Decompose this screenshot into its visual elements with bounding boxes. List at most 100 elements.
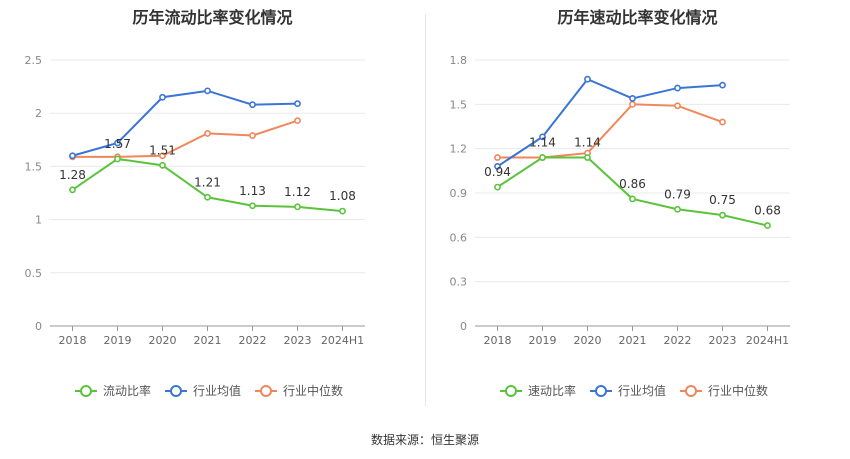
x-tick-label: 2018 bbox=[484, 334, 512, 347]
legend-marker bbox=[80, 385, 92, 397]
y-tick-label: 1.8 bbox=[450, 54, 468, 67]
legend-marker bbox=[595, 385, 607, 397]
data-point bbox=[674, 84, 681, 92]
data-point bbox=[249, 202, 256, 210]
y-tick-label: 1.5 bbox=[450, 98, 468, 111]
data-point bbox=[584, 154, 591, 161]
data-point bbox=[494, 162, 501, 170]
data-point bbox=[114, 155, 121, 163]
legend-marker bbox=[170, 385, 182, 397]
y-tick-label: 2.5 bbox=[25, 54, 43, 67]
legend-label: 流动比率 bbox=[103, 383, 151, 398]
data-point bbox=[674, 102, 681, 110]
data-point bbox=[629, 100, 636, 108]
data-label: 1.08 bbox=[329, 189, 356, 203]
data-source-note: 数据来源：恒生聚源 bbox=[370, 433, 479, 447]
data-label: 0.86 bbox=[619, 177, 646, 191]
data-point bbox=[539, 154, 546, 161]
data-point bbox=[69, 186, 76, 194]
data-point bbox=[69, 152, 76, 160]
data-point bbox=[159, 93, 166, 101]
data-label: 1.12 bbox=[284, 185, 311, 199]
data-label: 1.51 bbox=[149, 143, 176, 157]
x-tick-label: 2018 bbox=[59, 334, 87, 347]
data-point bbox=[249, 101, 256, 109]
data-point bbox=[294, 100, 301, 108]
x-tick-label: 2023 bbox=[284, 334, 312, 347]
legend-item: 行业均值 bbox=[165, 383, 241, 398]
data-label: 1.14 bbox=[529, 136, 556, 150]
data-label: 1.14 bbox=[574, 136, 601, 150]
chart-title: 历年流动比率变化情况 bbox=[132, 8, 293, 27]
y-tick-label: 2 bbox=[35, 107, 42, 120]
data-point bbox=[204, 193, 211, 201]
y-tick-label: 0.9 bbox=[450, 187, 468, 200]
data-point bbox=[204, 87, 211, 95]
legend-label: 行业均值 bbox=[193, 383, 241, 398]
series-line bbox=[72, 119, 298, 158]
x-tick-label: 2020 bbox=[149, 334, 177, 347]
data-point bbox=[159, 161, 166, 169]
x-tick-label: 2021 bbox=[194, 334, 222, 347]
data-point bbox=[339, 207, 346, 215]
legend-marker bbox=[260, 385, 272, 397]
data-point bbox=[719, 118, 726, 126]
legend-item: 流动比率 bbox=[75, 383, 151, 398]
data-point bbox=[294, 203, 301, 211]
y-tick-label: 0.6 bbox=[450, 231, 468, 244]
data-point bbox=[719, 211, 726, 219]
x-tick-label: 2019 bbox=[104, 334, 132, 347]
legend-item: 行业中位数 bbox=[255, 383, 343, 398]
data-label: 1.57 bbox=[104, 137, 131, 151]
legend-label: 行业均值 bbox=[618, 383, 666, 398]
data-point bbox=[764, 222, 771, 229]
data-point bbox=[114, 139, 121, 147]
data-point bbox=[629, 195, 636, 203]
current-ratio-chart: 0 0.5 1 1.5 2 2.5 2018 2019 2020 2021 2022 2023 2024… bbox=[25, 54, 365, 398]
y-tick-label: 0 bbox=[35, 320, 42, 333]
data-point bbox=[159, 152, 166, 160]
chart-title: 历年速动比率变化情况 bbox=[557, 8, 718, 27]
y-tick-label: 1.5 bbox=[25, 160, 43, 173]
series-line bbox=[497, 103, 723, 159]
x-tick-label: 2019 bbox=[529, 334, 557, 347]
legend-item: 速动比率 bbox=[500, 383, 576, 398]
y-tick-label: 0.5 bbox=[25, 267, 43, 280]
y-tick-label: 0 bbox=[460, 320, 467, 333]
data-label: 0.94 bbox=[484, 165, 511, 179]
x-tick-label: 2024H1 bbox=[746, 334, 789, 347]
data-point bbox=[584, 75, 591, 83]
data-label: 0.75 bbox=[709, 193, 736, 207]
legend-label: 速动比率 bbox=[528, 383, 576, 398]
data-point bbox=[494, 154, 501, 161]
data-label: 1.13 bbox=[239, 184, 266, 198]
y-tick-label: 1 bbox=[35, 214, 42, 227]
series-line bbox=[496, 77, 723, 168]
panel-divider bbox=[425, 14, 426, 406]
data-point bbox=[249, 132, 256, 139]
data-point bbox=[494, 183, 501, 191]
data-point bbox=[294, 117, 301, 125]
x-tick-label: 2024H1 bbox=[321, 334, 364, 347]
x-tick-label: 2022 bbox=[239, 334, 267, 347]
legend-marker bbox=[505, 385, 517, 397]
data-point bbox=[204, 130, 211, 137]
data-point bbox=[674, 205, 681, 213]
data-label: 0.68 bbox=[754, 204, 781, 218]
x-tick-label: 2022 bbox=[664, 334, 692, 347]
x-tick-label: 2023 bbox=[709, 334, 737, 347]
data-point bbox=[629, 95, 636, 102]
quick-ratio-panel: 历年速动比率变化情况 0 0.3 0.6 0.9 1.2 1.5 1.8 2018 2019 20… bbox=[425, 0, 850, 420]
y-tick-label: 1.2 bbox=[450, 143, 468, 156]
legend-label: 行业中位数 bbox=[283, 383, 343, 398]
quick-ratio-chart: 0 0.3 0.6 0.9 1.2 1.5 1.8 2018 2019 2020 2021 2022 2… bbox=[450, 54, 790, 398]
x-tick-label: 2020 bbox=[574, 334, 602, 347]
legend-label: 行业中位数 bbox=[708, 383, 768, 398]
data-label: 0.79 bbox=[664, 187, 691, 201]
legend-item: 行业均值 bbox=[590, 383, 666, 398]
data-point bbox=[539, 133, 546, 141]
legend-marker bbox=[685, 385, 697, 397]
x-tick-label: 2021 bbox=[619, 334, 647, 347]
legend-item: 行业中位数 bbox=[680, 383, 768, 398]
current-ratio-panel: 历年流动比率变化情况 0 0.5 1 1.5 2 2.5 2018 2019 2020 2021 2… bbox=[0, 0, 425, 420]
